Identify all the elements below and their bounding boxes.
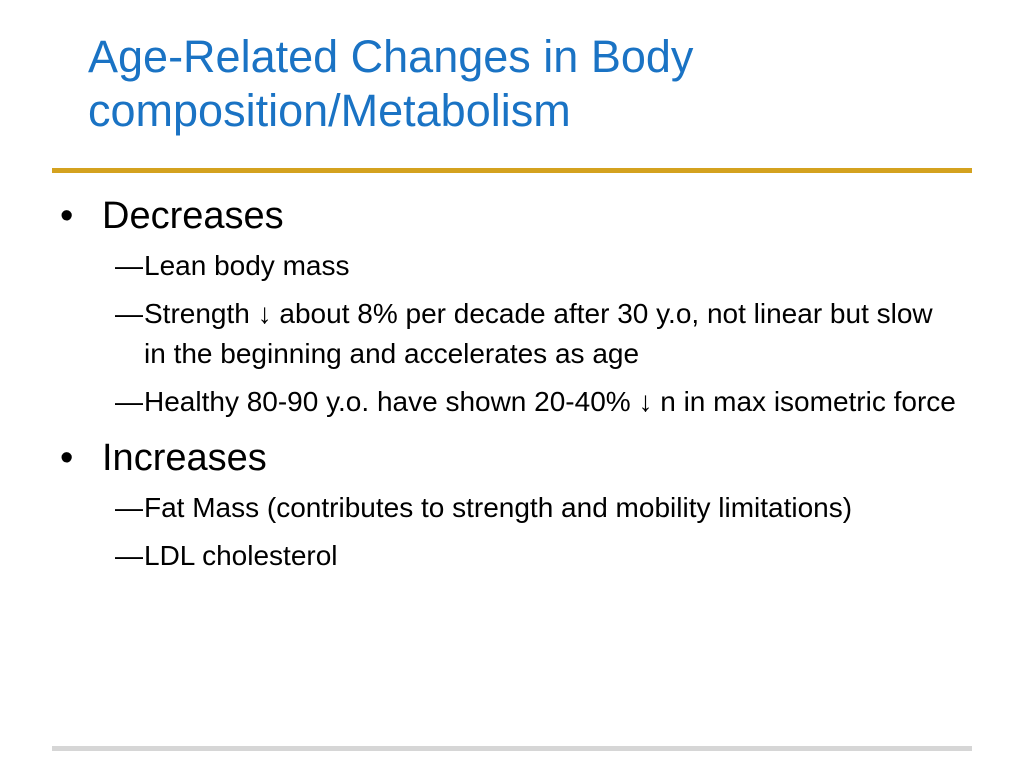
bullet-icon: • [60,437,74,479]
bullet-label: Increases [102,437,267,479]
sub-item-text: Lean body mass [144,250,350,281]
slide-title: Age-Related Changes in Body composition/… [88,30,968,138]
dash-icon: ― [115,386,143,417]
dash-icon: ― [115,298,143,329]
dash-icon: ― [115,540,143,571]
sub-item: ― Healthy 80-90 y.o. have shown 20-40% ↓… [60,382,960,422]
bullet-decreases: • Decreases ― Lean body mass ― Strength … [60,192,960,422]
bullet-list: • Decreases ― Lean body mass ― Strength … [60,192,960,588]
sub-item-text: LDL cholesterol [144,540,338,571]
sub-item: ― Lean body mass [60,246,960,286]
sub-item-text: Strength ↓ about 8% per decade after 30 … [144,298,933,369]
sub-list: ― Lean body mass ― Strength ↓ about 8% p… [102,246,960,422]
title-line-2: composition/Metabolism [88,85,571,136]
bullet-increases: • Increases ― Fat Mass (contributes to s… [60,434,960,576]
bullet-icon: • [60,195,74,237]
sub-list: ― Fat Mass (contributes to strength and … [102,488,960,576]
bullet-label: Decreases [102,195,284,237]
title-line-1: Age-Related Changes in Body [88,31,694,82]
sub-item-text: Healthy 80-90 y.o. have shown 20-40% ↓ n… [144,386,956,417]
sub-item: ― Strength ↓ about 8% per decade after 3… [60,294,960,374]
title-divider [52,168,972,173]
dash-icon: ― [115,250,143,281]
sub-item: ― LDL cholesterol [60,536,960,576]
footer-divider [52,746,972,751]
sub-item-text: Fat Mass (contributes to strength and mo… [144,492,853,523]
sub-item: ― Fat Mass (contributes to strength and … [60,488,960,528]
dash-icon: ― [115,492,143,523]
